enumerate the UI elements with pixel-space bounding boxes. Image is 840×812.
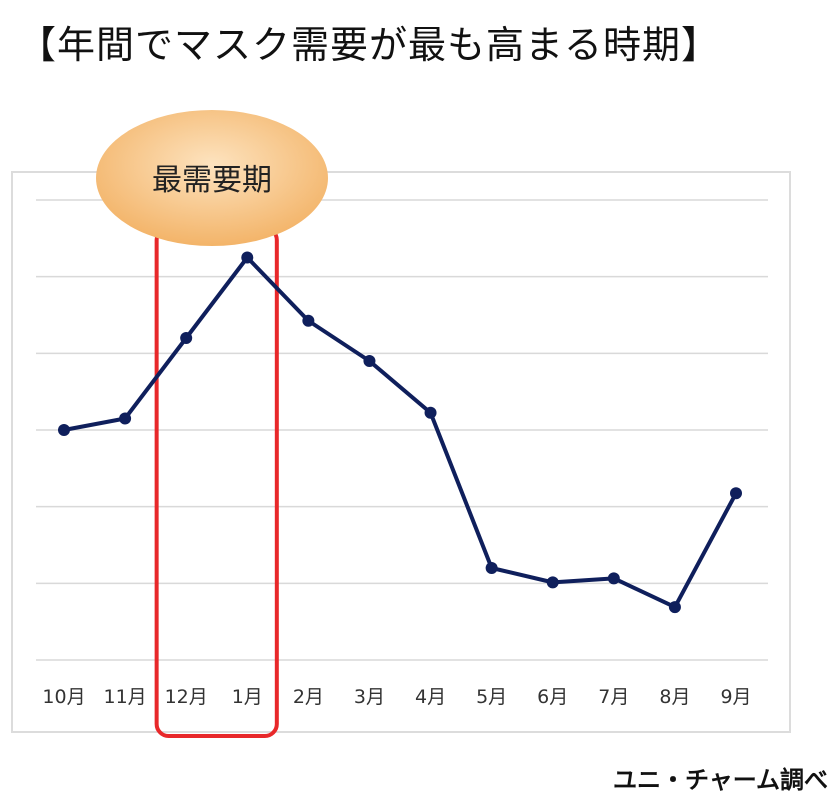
peak-period-label: 最需要期 — [152, 163, 272, 198]
data-point-3 — [241, 251, 254, 264]
peak-period-bubble-shape — [96, 110, 328, 246]
x-tick-label: 2月 — [293, 686, 324, 708]
x-tick-label: 8月 — [659, 686, 690, 708]
x-tick-label: 3月 — [354, 686, 385, 708]
x-tick-label: 5月 — [476, 686, 507, 708]
data-point-1 — [119, 412, 132, 425]
x-axis-ticks: 10月 11月 12月 1月 2月 3月 4月 5月 6月 7月 8月 9月 — [42, 686, 751, 708]
series-line — [63, 255, 738, 610]
data-point-5 — [363, 355, 376, 367]
data-point-6 — [424, 406, 437, 419]
data-point-0 — [58, 424, 70, 436]
peak-period-bubble: 最需要期 — [96, 110, 328, 246]
series-line-group — [58, 251, 742, 614]
x-tick-label: 6月 — [537, 686, 568, 708]
x-tick-label: 9月 — [720, 686, 751, 708]
data-point-2 — [180, 332, 193, 344]
source-note: ユニ・チャーム調べ — [612, 766, 828, 794]
x-tick-label: 12月 — [165, 686, 208, 708]
page-title: 【年間でマスク需要が最も高まる時期】 — [18, 23, 721, 67]
x-tick-label: 7月 — [598, 686, 629, 708]
data-point-11 — [730, 487, 742, 500]
plot-frame — [11, 171, 791, 733]
x-tick-label: 1月 — [232, 686, 263, 708]
data-point-4 — [302, 314, 315, 327]
x-tick-label: 10月 — [42, 686, 85, 708]
x-tick-label: 11月 — [103, 686, 146, 708]
data-point-7 — [485, 562, 498, 574]
data-point-9 — [607, 572, 620, 585]
x-tick-label: 4月 — [415, 686, 446, 708]
data-point-8 — [546, 576, 559, 589]
data-point-10 — [668, 601, 681, 614]
